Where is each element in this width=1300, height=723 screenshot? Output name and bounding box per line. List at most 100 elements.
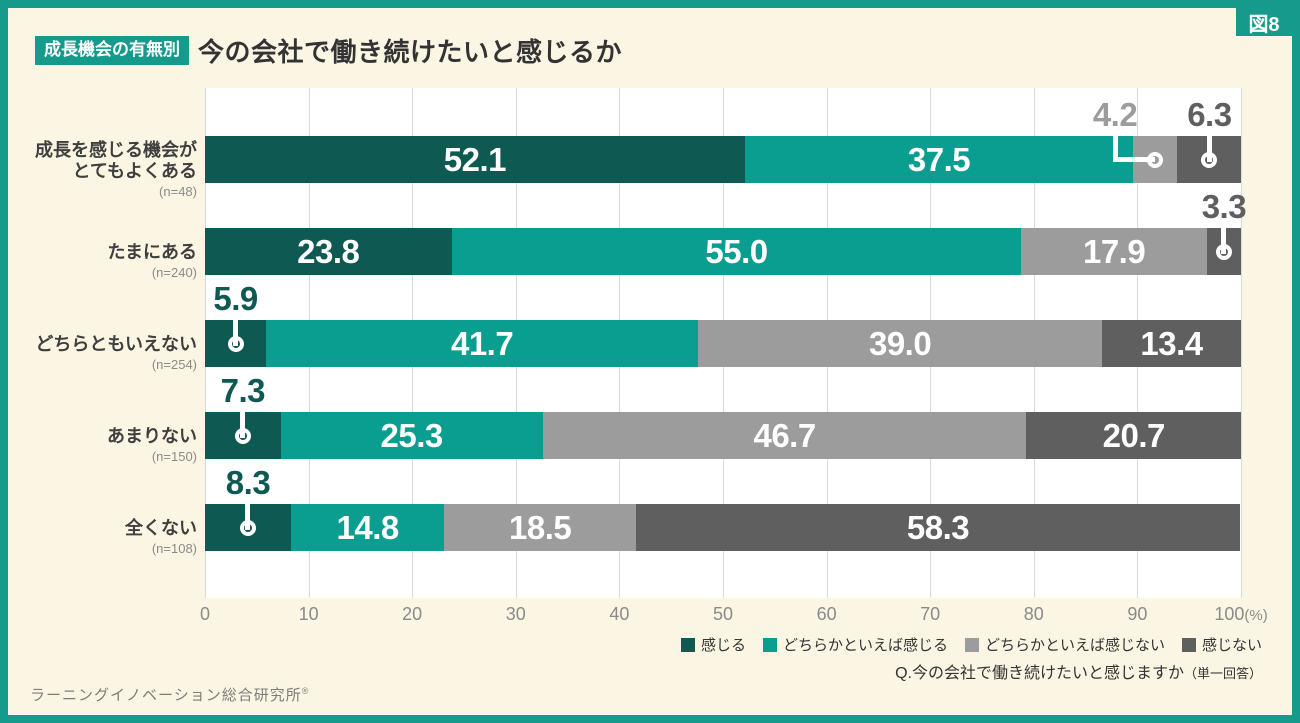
x-tick-label: 90 — [1127, 604, 1148, 624]
registered-mark: ® — [301, 686, 310, 696]
figure-number: 図8 — [1248, 13, 1280, 36]
legend: 感じる どちらかといえば感じる どちらかといえば感じない 感じない — [680, 634, 1262, 655]
figure-number-tab: 図8 — [1236, 8, 1292, 36]
x-tick-label: 30 — [505, 604, 526, 624]
callout-line — [240, 410, 246, 438]
x-axis-unit: (%) — [1244, 607, 1268, 624]
question-text: Q.今の会社で働き続けたいと感じますか — [895, 665, 1184, 682]
callout-ring — [1201, 151, 1218, 168]
bar-segment: 58.3 — [635, 504, 1240, 551]
bar-segment: 20.7 — [1026, 412, 1241, 459]
category-label-line: 全くない — [125, 518, 197, 538]
x-tick-label: 20 — [402, 604, 423, 624]
bar-row: 41.7 39.0 13.4 — [205, 320, 1241, 367]
bar-value-label: 52.1 — [443, 140, 507, 178]
legend-label: どちらかといえば感じる — [782, 637, 948, 654]
callout-line — [233, 318, 239, 346]
bar-segment: 18.5 — [444, 504, 636, 551]
bar-segment: 13.4 — [1102, 320, 1241, 367]
category-labels: 成長を感じる機会が とてもよくある (n=48) たまにある (n=240) どちらともい… — [8, 88, 197, 598]
callout-value-label: 4.2 — [1092, 96, 1138, 133]
x-tick-max: 100 — [1214, 604, 1245, 624]
bar-value-label: 46.7 — [753, 416, 816, 454]
figure-canvas: 図8 成長機会の有無別 今の会社で働き続けたいと感じるか 成長を感じる機会が とて… — [8, 8, 1292, 715]
bar-segment: 25.3 — [280, 412, 543, 459]
category-label: あまりない (n=150) — [8, 426, 197, 463]
category-label-line: 成長を感じる機会が — [35, 139, 197, 160]
category-label-line: たまにある — [107, 242, 197, 262]
legend-item: どちらかといえば感じる — [762, 634, 948, 655]
category-sample-size: (n=254) — [151, 357, 197, 372]
bar-segment: 37.5 — [744, 136, 1134, 183]
x-tick-label: 100(%) — [1214, 604, 1267, 625]
category-sample-size: (n=240) — [151, 265, 197, 280]
bar-row: 25.3 46.7 20.7 — [205, 412, 1241, 459]
callout-line — [1206, 134, 1212, 162]
gridline — [1241, 88, 1242, 598]
bar-value-label: 41.7 — [450, 324, 514, 362]
bar-segment: 55.0 — [451, 228, 1022, 275]
legend-swatch — [762, 637, 777, 652]
legend-swatch — [1181, 637, 1196, 652]
callout-ring — [227, 335, 244, 352]
bar-value-label: 23.8 — [297, 232, 360, 270]
source-attribution: ラーニングイノベーション総合研究所® — [30, 684, 309, 705]
legend-swatch — [680, 637, 695, 652]
question-suffix: （単一回答） — [1183, 666, 1262, 681]
x-tick-label: 80 — [1023, 604, 1044, 624]
x-tick-label: 60 — [816, 604, 837, 624]
category-badge: 成長機会の有無別 — [35, 35, 189, 66]
x-tick-label: 70 — [920, 604, 941, 624]
legend-item: どちらかといえば感じない — [964, 634, 1165, 655]
category-label: どちらともいえない (n=254) — [8, 334, 197, 371]
legend-item: 感じない — [1181, 634, 1262, 655]
callout-ring — [1215, 243, 1232, 260]
bar-value-label: 17.9 — [1082, 232, 1146, 270]
bar-value-label: 25.3 — [380, 416, 444, 454]
category-label-line: とてもよくある — [72, 160, 197, 181]
bar-row: 52.1 37.5 — [205, 136, 1241, 183]
chart-title: 今の会社で働き続けたいと感じるか — [198, 37, 623, 67]
bar-value-label: 20.7 — [1102, 416, 1166, 454]
category-sample-size: (n=108) — [151, 541, 197, 556]
category-label: たまにある (n=240) — [8, 242, 197, 279]
legend-label: 感じる — [700, 637, 746, 654]
bar-value-label: 37.5 — [907, 140, 971, 178]
bar-segment: 52.1 — [205, 136, 745, 183]
callout-value-label: 3.3 — [1201, 188, 1247, 225]
legend-item: 感じる — [680, 634, 746, 655]
bar-value-label: 14.8 — [336, 508, 400, 546]
legend-swatch — [964, 637, 979, 652]
callout-ring — [239, 519, 256, 536]
category-label: 全くない (n=108) — [8, 518, 197, 555]
x-tick-label: 0 — [199, 604, 211, 624]
bar-segment: 39.0 — [698, 320, 1103, 367]
x-tick-label: 10 — [298, 604, 319, 624]
bar-segment: 46.7 — [542, 412, 1027, 459]
category-label: 成長を感じる機会が とてもよくある (n=48) — [8, 140, 197, 198]
callout-line — [1221, 226, 1227, 254]
callout-ring — [1147, 151, 1163, 168]
x-tick-label: 50 — [712, 604, 734, 624]
category-sample-size: (n=150) — [151, 449, 197, 464]
bar-row: 14.8 18.5 58.3 — [205, 504, 1241, 551]
legend-label: 感じない — [1201, 637, 1262, 654]
bar-segment: 41.7 — [266, 320, 699, 367]
survey-question: Q.今の会社で働き続けたいと感じますか（単一回答） — [895, 659, 1262, 683]
bar-row: 23.8 55.0 17.9 — [205, 228, 1241, 275]
bar-segment: 23.8 — [205, 228, 452, 275]
category-label-line: あまりない — [107, 426, 197, 446]
x-tick-label: 40 — [609, 604, 630, 624]
plot-area: 52.1 37.5 4.2 6.3 23.8 55.0 17.9 3.3 41.7 39.0 13.… — [205, 88, 1247, 598]
bar-value-label: 13.4 — [1140, 324, 1203, 362]
callout-line — [1112, 134, 1118, 162]
callout-value-label: 7.3 — [220, 372, 266, 409]
callout-line — [1112, 157, 1155, 162]
bar-value-label: 55.0 — [705, 232, 768, 270]
category-label-line: どちらともいえない — [35, 334, 197, 354]
bar-segment: 17.9 — [1021, 228, 1207, 275]
callout-value-label: 6.3 — [1187, 96, 1232, 133]
callout-value-label: 5.9 — [213, 280, 258, 317]
legend-label: どちらかといえば感じない — [984, 637, 1165, 654]
